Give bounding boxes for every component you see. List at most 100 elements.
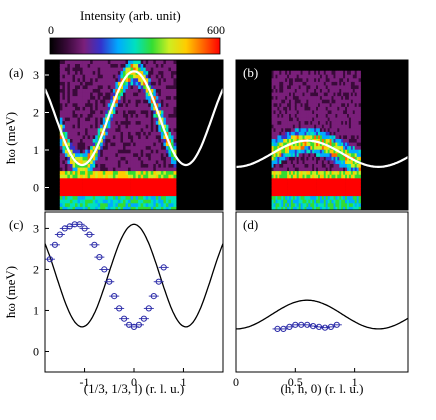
heatmap-cell <box>323 170 327 175</box>
heatmap-cell <box>287 199 290 204</box>
heatmap-cell <box>125 170 129 175</box>
heatmap-cell <box>110 188 114 193</box>
heatmap-cell <box>64 131 68 136</box>
heatmap-cell <box>97 77 101 82</box>
heatmap-cell <box>85 110 88 114</box>
heatmap-cell <box>140 177 144 182</box>
heatmap-cell <box>302 127 305 132</box>
heatmap-cell <box>343 195 346 200</box>
heatmap-cell <box>289 113 292 118</box>
heatmap-cell <box>279 167 282 172</box>
heatmap-cell <box>135 85 139 89</box>
heatmap-cell <box>90 163 93 168</box>
heatmap-cell <box>158 77 162 82</box>
heatmap-cell <box>145 88 149 93</box>
heatmap-cell <box>90 142 93 147</box>
heatmap-cell <box>290 177 294 182</box>
heatmap-cell <box>292 99 296 104</box>
heatmap-cell <box>348 70 352 75</box>
heatmap-cell <box>62 206 66 210</box>
heatmap-cell <box>333 202 336 207</box>
heatmap-cell <box>117 152 121 157</box>
heatmap-cell <box>87 202 91 207</box>
heatmap-cell <box>87 88 91 93</box>
heatmap-cell <box>333 206 336 210</box>
heatmap-cell <box>318 113 321 118</box>
heatmap-cell <box>72 85 76 89</box>
heatmap-cell <box>67 85 71 89</box>
heatmap-cell <box>354 70 357 75</box>
heatmap-cell <box>290 77 294 82</box>
heatmap-cell <box>90 92 93 97</box>
heatmap-cell <box>120 138 124 143</box>
heatmap-cell <box>304 81 307 86</box>
heatmap-cell <box>335 185 338 189</box>
heatmap-cell <box>358 131 361 136</box>
heatmap-cell <box>341 188 344 193</box>
heatmap-cell <box>140 181 144 186</box>
heatmap-cell <box>296 202 299 207</box>
heatmap-cell <box>287 102 290 107</box>
heatmap-cell <box>339 120 342 125</box>
heatmap-cell <box>138 195 141 200</box>
heatmap-cell <box>337 131 340 136</box>
heatmap-cell <box>85 163 88 168</box>
heatmap-cell <box>130 188 134 193</box>
heatmap-cell <box>90 192 93 197</box>
heatmap-cell <box>290 124 294 129</box>
heatmap-cell <box>158 124 162 129</box>
heatmap-cell <box>354 92 357 97</box>
heatmap-cell <box>279 131 282 136</box>
heatmap-cell <box>341 167 344 172</box>
heatmap-cell <box>150 77 154 82</box>
heatmap-cell <box>300 170 303 175</box>
heatmap-cell <box>82 188 86 193</box>
heatmap-cell <box>115 177 119 182</box>
heatmap-cell <box>302 202 305 207</box>
heatmap-cell <box>148 67 152 72</box>
heatmap-cell <box>135 74 139 79</box>
heatmap-cell <box>105 110 109 114</box>
heatmap-cell <box>80 88 83 93</box>
heatmap-cell <box>168 70 172 75</box>
heatmap-cell <box>302 106 305 111</box>
heatmap-cell <box>302 81 305 86</box>
heatmap-cell <box>143 127 147 132</box>
heatmap-cell <box>356 195 359 200</box>
heatmap-cell <box>275 113 278 118</box>
heatmap-cell <box>339 70 342 75</box>
heatmap-cell <box>143 106 147 111</box>
heatmap-cell <box>160 77 164 82</box>
heatmap-cell <box>345 202 348 207</box>
heatmap-cell <box>95 188 99 193</box>
heatmap-cell <box>296 92 299 97</box>
heatmap-cell <box>75 138 78 143</box>
heatmap-cell <box>138 120 141 125</box>
heatmap-cell <box>165 70 169 75</box>
heatmap-cell <box>82 74 86 79</box>
heatmap-cell <box>296 142 299 147</box>
heatmap-cell <box>341 99 344 104</box>
heatmap-cell <box>82 195 86 200</box>
heatmap-cell <box>72 131 76 136</box>
heatmap-cell <box>358 127 361 132</box>
heatmap-cell <box>110 110 114 114</box>
heatmap-cell <box>285 188 288 193</box>
heatmap-cell <box>352 70 356 75</box>
heatmap-cell <box>80 81 83 86</box>
heatmap-cell <box>316 110 319 114</box>
heatmap-cell <box>100 74 104 79</box>
heatmap-cell <box>165 106 169 111</box>
heatmap-cell <box>100 170 104 175</box>
heatmap-cell <box>138 177 141 182</box>
heatmap-cell <box>300 167 303 172</box>
heatmap-cell <box>312 135 315 139</box>
heatmap-cell <box>80 174 83 179</box>
heatmap-cell <box>304 127 307 132</box>
heatmap-cell <box>271 149 274 154</box>
heatmap-cell <box>87 138 91 143</box>
heatmap-cell <box>341 142 344 147</box>
heatmap-cell <box>59 206 63 210</box>
heatmap-cell <box>306 113 309 118</box>
heatmap-cell <box>120 160 124 164</box>
